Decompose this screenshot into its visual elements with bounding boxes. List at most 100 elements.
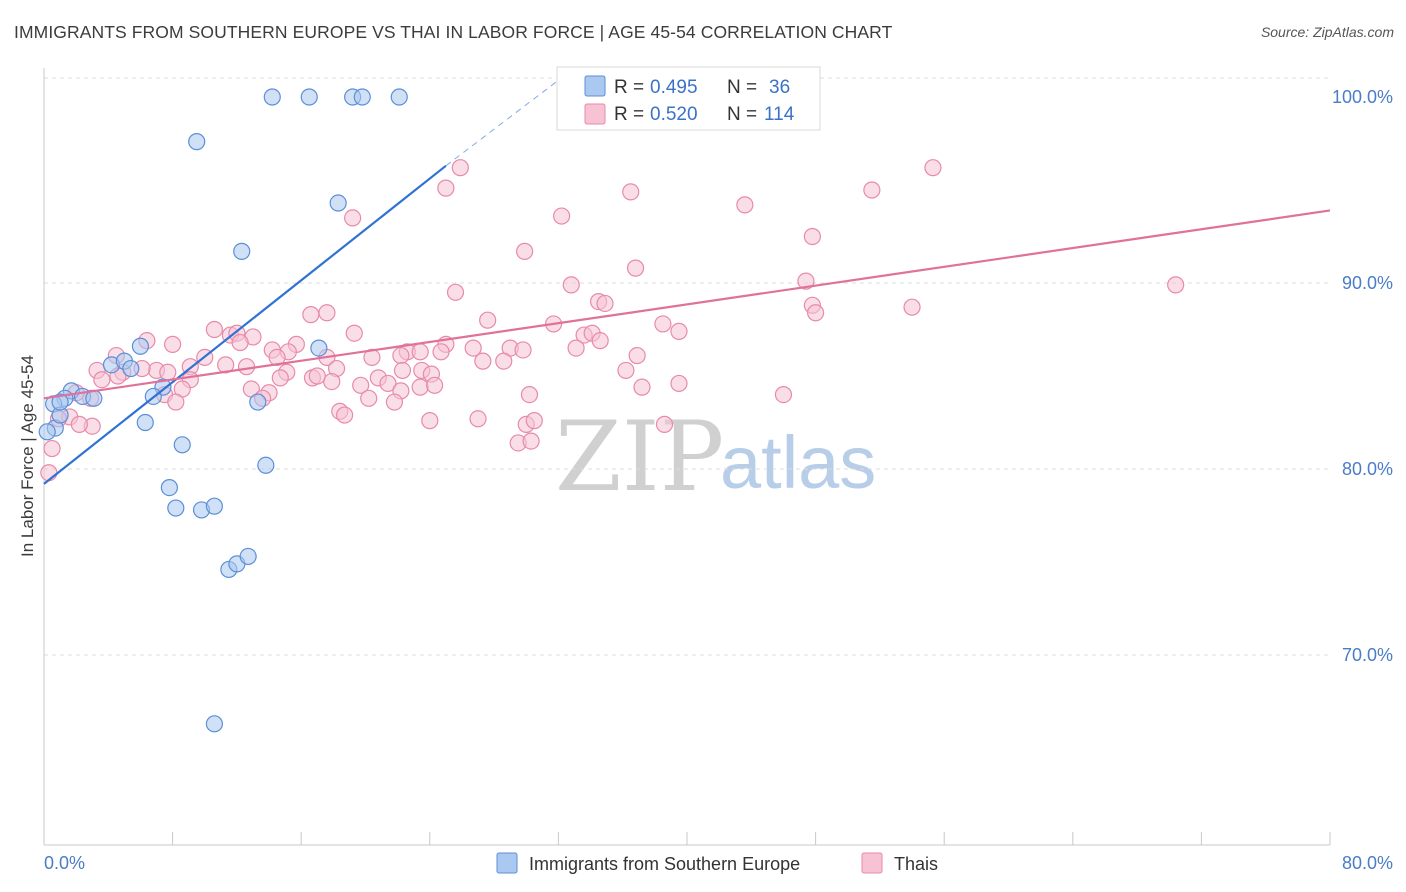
thais-point-1 [451, 159, 469, 177]
southern-europe-point-7 [233, 242, 251, 260]
thais-point-96 [421, 412, 439, 430]
thais-point-71 [93, 371, 111, 389]
southern-europe-point-35 [51, 393, 69, 411]
watermark-zip: ZIP [555, 401, 724, 513]
southern-europe-point-20 [249, 393, 267, 411]
thais-point-85 [352, 376, 370, 394]
y-tick-label-80: 80.0% [1342, 459, 1393, 479]
source-credit: Source: ZipAtlas.com [1260, 24, 1394, 40]
thais-point-40 [514, 341, 532, 359]
thais-point-28 [205, 320, 223, 339]
southern-europe-point-5 [188, 133, 206, 151]
x-ticks [43, 832, 1331, 845]
thais-point-23 [479, 311, 497, 329]
thais-point-111 [464, 339, 482, 357]
thais-point-19 [903, 298, 921, 316]
correlation-legend: R = 0.495 N = 36 R = 0.520 N = 114 [556, 66, 821, 131]
trendline-southern-europe [43, 164, 447, 485]
thais-point-89 [360, 389, 378, 407]
thais-point-61 [159, 363, 177, 381]
southern-europe-point-27 [167, 499, 185, 517]
trendline-thais [43, 209, 1331, 400]
southern-europe-point-9 [131, 337, 150, 355]
thais-point-100 [655, 415, 674, 433]
thais-point-81 [426, 376, 444, 394]
legend-n-value-1: 36 [769, 77, 790, 98]
y-axis-label: In Labor Force | Age 45-54 [18, 355, 37, 557]
southern-europe-point-12 [122, 359, 140, 378]
thais-point-8 [344, 209, 362, 227]
thais-point-17 [596, 294, 614, 313]
thais-point-68 [617, 361, 635, 380]
legend-label-southern-europe: Immigrants from Southern Europe [529, 854, 800, 874]
thais-point-82 [633, 378, 651, 396]
thais-point-107 [43, 439, 61, 458]
southern-europe-point-29 [205, 497, 223, 515]
southern-europe-point-23 [136, 413, 154, 432]
thais-point-34 [591, 332, 609, 350]
southern-europe-point-24 [173, 436, 191, 454]
thais-point-26 [345, 324, 363, 342]
thais-point-99 [525, 412, 543, 430]
thais-point-12 [562, 276, 580, 294]
legend-swatch-bottom-thais [861, 852, 883, 874]
legend-r-label-1: R = [614, 77, 644, 98]
thais-point-54 [495, 352, 513, 370]
thais-point-43 [411, 343, 429, 361]
thais-point-15 [446, 283, 465, 301]
legend-swatch-bottom-southern-europe [496, 852, 518, 874]
legend-n-label-1: N = [727, 77, 757, 98]
thais-point-9 [803, 227, 821, 246]
thais-point-41 [567, 339, 585, 357]
southern-europe-point-4 [390, 88, 408, 106]
thais-point-4 [622, 183, 640, 201]
thais-point-73 [271, 369, 289, 387]
thais-point-86 [520, 386, 539, 404]
thais-point-57 [237, 358, 256, 376]
legend-r-label-2: R = [614, 104, 644, 125]
thais-point-95 [336, 406, 354, 424]
thais-point-103 [70, 415, 88, 433]
thais-point-90 [774, 386, 793, 404]
southern-europe-point-1 [300, 88, 318, 106]
thais-point-13 [797, 272, 815, 290]
x-tick-label-min: 0.0% [44, 853, 85, 873]
y-tick-labels: 70.0% 80.0% 90.0% 100.0% [1332, 87, 1393, 665]
legend-n-label-2: N = [727, 104, 757, 125]
southern-europe-point-0 [263, 88, 281, 106]
thais-point-20 [806, 304, 825, 322]
thais-point-6 [736, 196, 754, 214]
thais-point-93 [385, 393, 404, 411]
thais-point-105 [522, 432, 540, 450]
thais-point-50 [268, 348, 286, 366]
thais-point-3 [437, 179, 455, 197]
southern-europe-point-8 [310, 339, 328, 357]
thais-point-7 [553, 207, 571, 225]
thais-point-55 [628, 346, 646, 365]
thais-point-10 [516, 242, 534, 260]
southern-europe-point-25 [257, 456, 275, 474]
legend-r-value-2: 0.520 [650, 104, 698, 125]
thais-point-113 [308, 367, 326, 385]
thais-point-2 [924, 159, 942, 177]
southern-europe-point-34 [205, 715, 223, 733]
thais-point-110 [231, 333, 249, 352]
legend-label-thais: Thais [894, 854, 938, 874]
southern-europe-point-33 [239, 547, 257, 566]
legend-r-value-1: 0.495 [650, 77, 698, 98]
thais-point-53 [474, 352, 492, 370]
trendlines [43, 79, 1331, 485]
thais-point-36 [164, 335, 182, 353]
thais-point-21 [302, 306, 320, 324]
thais-point-65 [393, 361, 412, 380]
thais-point-44 [432, 343, 450, 361]
southern-europe-point-3 [353, 88, 371, 106]
thais-point-49 [392, 346, 410, 365]
legend-n-value-2: 114 [764, 104, 795, 125]
thais-point-75 [379, 374, 397, 393]
series-legend: Immigrants from Southern Europe Thais [496, 852, 938, 874]
southern-europe-point-30 [38, 423, 56, 441]
thais-point-76 [411, 378, 429, 396]
thais-point-25 [654, 315, 672, 333]
